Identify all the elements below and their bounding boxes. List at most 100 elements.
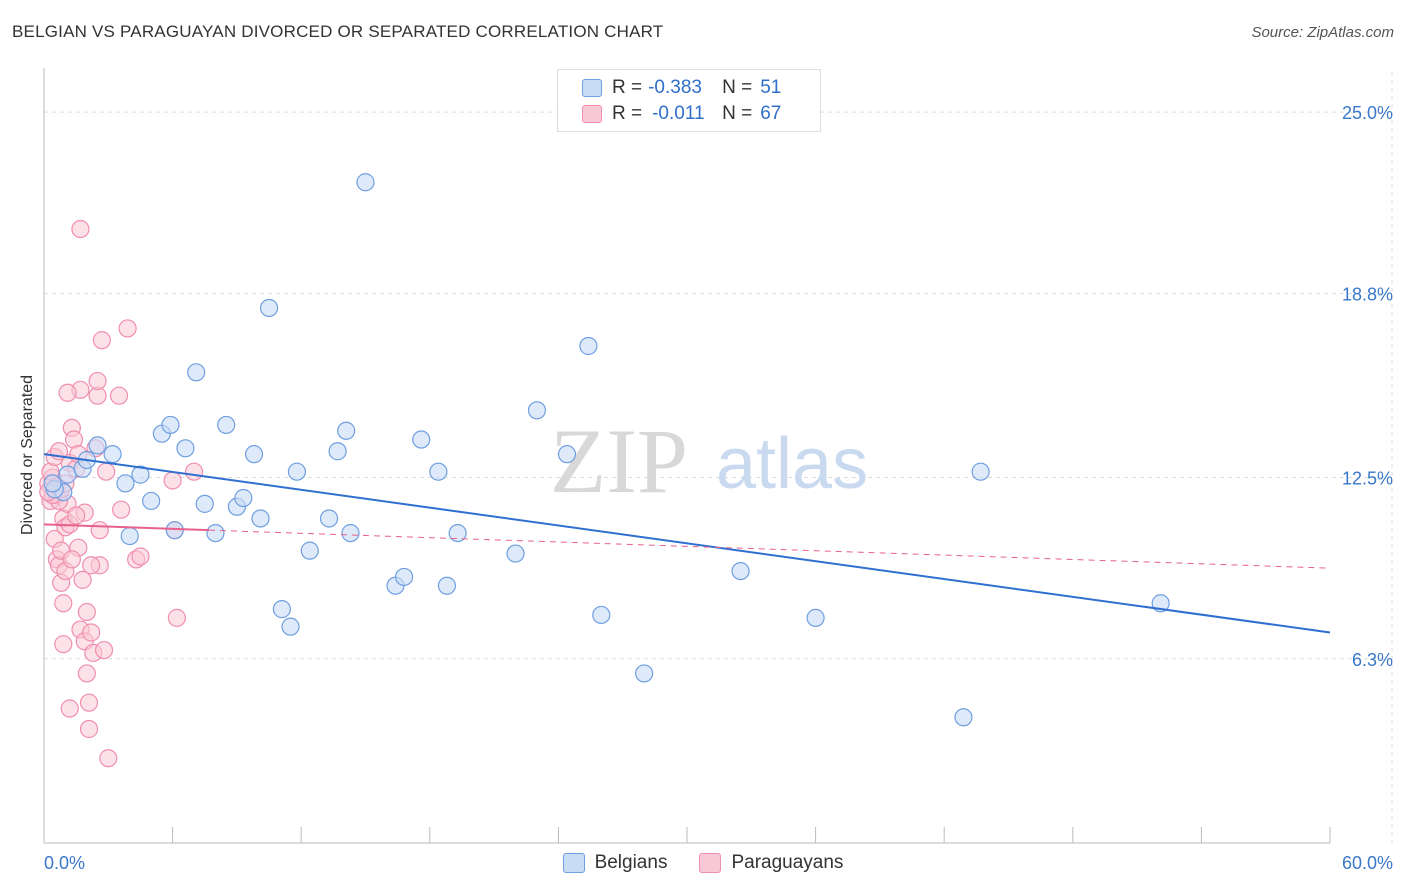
belgian-point [88, 436, 107, 455]
belgian-point [206, 523, 225, 543]
paraguayan-point [82, 623, 101, 642]
paraguayan-point [79, 693, 99, 712]
paraguayan-point [88, 371, 107, 391]
paraguayan-point [99, 749, 118, 768]
tick-labels: 6.3% 12.5% 18.8% 25.0% 0.0% 60.0% [44, 103, 1393, 873]
belgian-point [635, 664, 654, 683]
belgian-point [131, 465, 150, 484]
belgian-trend-line [43, 453, 1331, 634]
belgian-point [116, 474, 135, 493]
trend-lines [43, 453, 1331, 634]
y-tick-label: 12.5% [1342, 469, 1393, 489]
x-tick-label: 60.0% [1342, 853, 1393, 873]
legend-r-value: -0.383 [648, 77, 702, 98]
axes [43, 68, 1331, 844]
paraguayan-point [82, 556, 101, 575]
paraguayan-point [60, 699, 79, 718]
paraguayan-point [167, 608, 186, 627]
belgian-point [806, 608, 825, 627]
belgian-point [412, 430, 431, 449]
belgian-point [103, 445, 122, 464]
legend-n-value: 67 [760, 103, 782, 124]
belgian-point [43, 474, 62, 493]
belgian-point [244, 445, 264, 464]
belgian-point [527, 401, 547, 420]
belgian-point [341, 523, 360, 543]
belgian-point [161, 415, 180, 435]
belgian-point [557, 445, 577, 464]
belgian-point [217, 415, 236, 435]
grid-lines [44, 72, 1393, 843]
paraguayan-point [118, 319, 137, 338]
legend-label-paraguayans: Paraguayans [731, 852, 844, 873]
belgian-point [506, 544, 525, 563]
belgian-point [300, 541, 319, 560]
belgian-point [187, 363, 206, 382]
watermark-zip: ZIP [550, 410, 688, 512]
belgian-point [954, 708, 973, 727]
paraguayan-point [97, 462, 116, 481]
belgian-point [234, 488, 253, 508]
legend-swatch-paraguayans [699, 853, 722, 873]
paraguayan-point [54, 594, 73, 613]
paraguayan-point [77, 602, 96, 622]
y-tick-label: 18.8% [1342, 284, 1393, 304]
paraguayan-point [94, 640, 114, 660]
belgian-point [731, 561, 750, 581]
belgian-point [337, 421, 356, 440]
y-tick-label: 6.3% [1352, 650, 1393, 670]
paraguayan-point [62, 550, 81, 569]
paraguayan-point [58, 383, 77, 402]
paraguayan-point [92, 331, 111, 350]
belgian-point [165, 521, 184, 540]
series-belgians [43, 173, 1170, 727]
legend-swatch-belgians [582, 79, 602, 97]
belgian-point [251, 509, 270, 528]
paraguayan-point [163, 471, 182, 490]
paraguayan-point [54, 635, 73, 654]
source-label: Source: ZipAtlas.com [1251, 24, 1394, 41]
chart-title: BELGIAN VS PARAGUAYAN DIVORCED OR SEPARA… [12, 22, 664, 41]
belgian-point [579, 336, 598, 356]
x-tick-label: 0.0% [44, 853, 85, 873]
belgian-point [429, 462, 448, 481]
legend-r-label: R = [612, 103, 643, 124]
belgian-point [195, 494, 214, 513]
belgian-point [328, 442, 347, 461]
belgian-point [142, 491, 161, 511]
belgian-point [281, 617, 300, 636]
legend-row-paraguayans: R = -0.011 N = 67 [582, 103, 781, 125]
belgian-point [120, 526, 139, 546]
belgian-point [971, 462, 990, 481]
legend-swatch-paraguayans [582, 105, 602, 123]
legend-n-label: N = [722, 77, 753, 98]
legend-n-label: N = [722, 103, 753, 124]
paraguayan-point [109, 386, 129, 405]
paraguayan-point [71, 219, 90, 239]
paraguayan-point [79, 719, 99, 739]
paraguayan-point [90, 521, 109, 540]
paraguayan-point [131, 547, 150, 566]
belgian-point [176, 439, 195, 458]
belgian-point [437, 576, 457, 595]
belgian-point [287, 462, 307, 481]
paraguayan-point [77, 664, 96, 683]
belgian-point [259, 298, 279, 318]
legend-item-paraguayans: Paraguayans [699, 852, 843, 874]
paraguayan-point [112, 500, 131, 519]
watermark-atlas: atlas [716, 424, 868, 504]
legend-n-value: 51 [760, 77, 782, 98]
paraguayan-trend-line [43, 523, 210, 532]
paraguayan-point [184, 462, 204, 481]
correlation-legend: R = -0.383 N = 51 R = -0.011 N = 67 [557, 69, 821, 132]
legend-r-label: R = [612, 77, 643, 98]
belgian-point [394, 567, 414, 587]
legend-label-belgians: Belgians [594, 852, 668, 873]
paraguayan-point [73, 570, 92, 589]
y-tick-label: 25.0% [1342, 103, 1393, 123]
paraguayan-trend-line [209, 529, 1331, 569]
belgian-point [356, 173, 375, 192]
legend-row-belgians: R = -0.383 N = 51 [582, 77, 781, 99]
watermark: ZIP atlas [550, 410, 868, 512]
